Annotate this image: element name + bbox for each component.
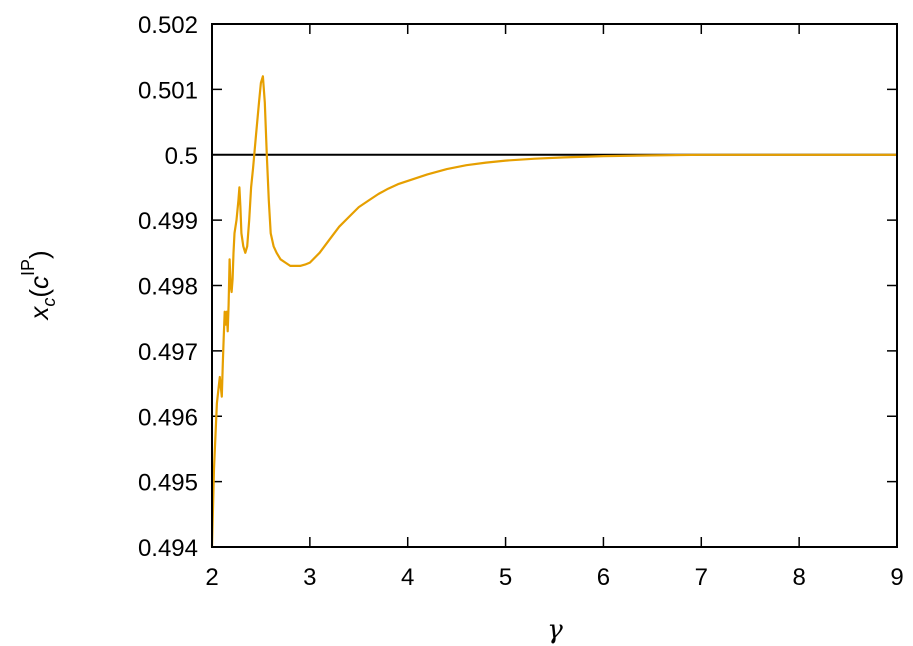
y-tick-label: 0.497 bbox=[138, 339, 198, 366]
plot-frame bbox=[211, 23, 898, 548]
x-tick-label: 5 bbox=[499, 564, 512, 591]
series-line bbox=[210, 75, 897, 548]
x-tick-label: 7 bbox=[695, 564, 708, 591]
y-axis-title: xc(cIP) bbox=[18, 250, 59, 321]
x-ticks bbox=[211, 24, 898, 547]
y-tick-label: 0.494 bbox=[138, 535, 198, 562]
x-axis-title: γ bbox=[547, 615, 563, 645]
x-tick-label: 3 bbox=[303, 564, 316, 591]
y-tick-label: 0.501 bbox=[138, 77, 198, 104]
y-tick-label: 0.502 bbox=[138, 12, 198, 39]
y-tick-label: 0.496 bbox=[138, 404, 198, 431]
x-tick-label: 6 bbox=[597, 564, 610, 591]
x-tick-label: 4 bbox=[401, 564, 414, 591]
x-tick-label: 2 bbox=[205, 564, 218, 591]
y-tick-label: 0.498 bbox=[138, 274, 198, 301]
x-tick-label: 8 bbox=[792, 564, 805, 591]
x-tick-labels: 2 3 4 5 6 7 8 9 bbox=[205, 564, 903, 591]
x-tick-label: 9 bbox=[890, 564, 903, 591]
y-ticks bbox=[212, 23, 897, 548]
y-tick-label: 0.5 bbox=[165, 143, 198, 170]
y-tick-label: 0.499 bbox=[138, 208, 198, 235]
y-tick-label: 0.495 bbox=[138, 470, 198, 497]
y-tick-labels: 0.494 0.495 0.496 0.497 0.498 0.499 0.5 0.501 0.… bbox=[138, 12, 198, 562]
